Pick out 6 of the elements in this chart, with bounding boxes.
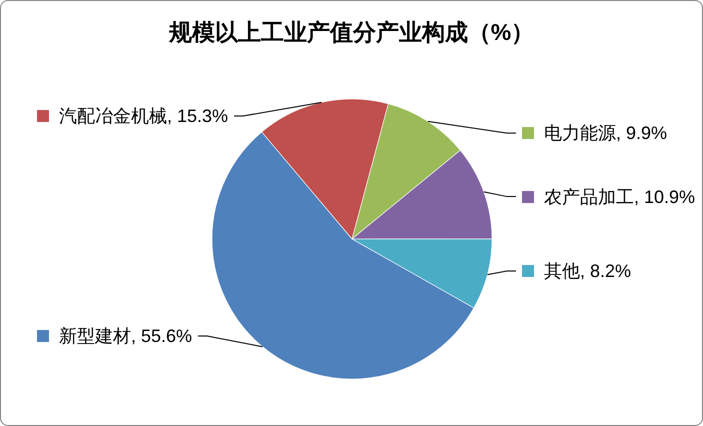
legend-label: 其他, 8.2%	[544, 260, 632, 284]
chart-title: 规模以上工业产值分产业构成（%）	[168, 18, 536, 47]
legend-label: 新型建材, 55.6%	[59, 324, 192, 348]
legend-label: 电力能源, 9.9%	[544, 122, 668, 146]
legend-label: 农产品加工, 10.9%	[544, 186, 696, 209]
legend-label: 汽配冶金机械, 15.3%	[59, 105, 228, 128]
